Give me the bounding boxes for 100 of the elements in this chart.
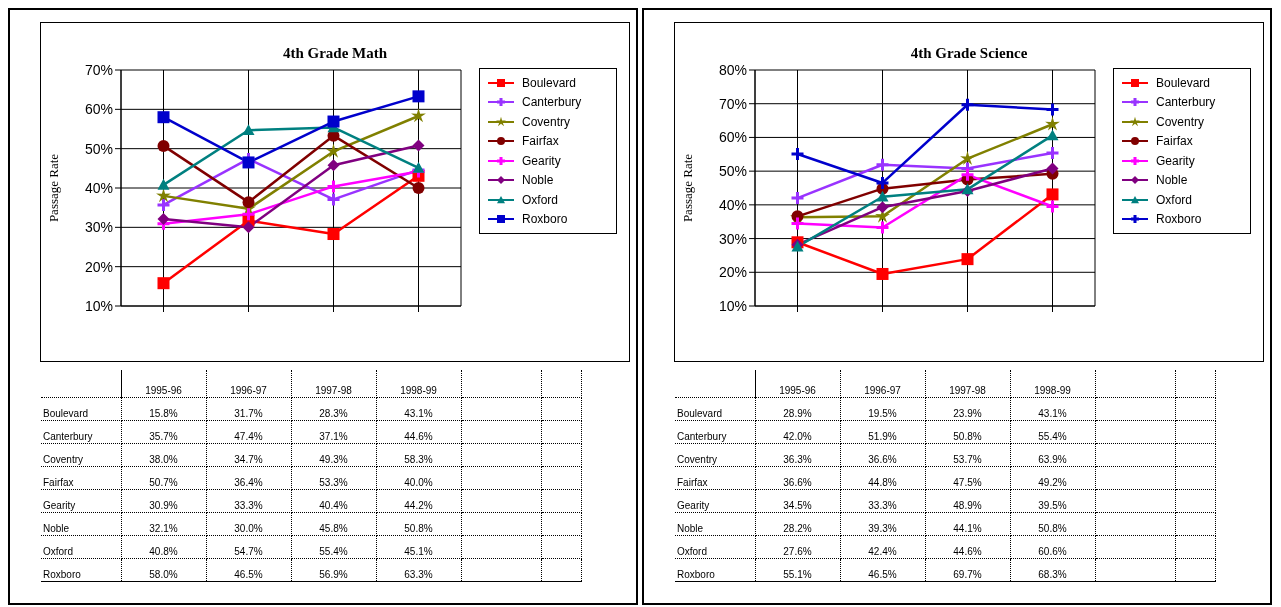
data-label: 19.5% xyxy=(840,397,925,421)
category-label: 1995-96 xyxy=(145,385,182,396)
data-label: 35.7% xyxy=(121,420,206,444)
data-label: 44.6% xyxy=(376,420,461,444)
data-label: 30.9% xyxy=(121,489,206,513)
text: Boulevard xyxy=(677,408,723,419)
data-label: 37.1% xyxy=(291,420,376,444)
legend-label: Boulevard xyxy=(522,75,577,90)
data-label: 42.4% xyxy=(840,535,925,559)
data-label: 31.7% xyxy=(206,397,291,421)
data-label: 50.8% xyxy=(376,512,461,536)
data-label: 44.6% xyxy=(925,535,1010,559)
legend-label: Roxboro xyxy=(1156,212,1202,227)
category-label: 1996-97 xyxy=(230,385,267,396)
data-label: 68.3% xyxy=(1010,558,1095,582)
data-label: 47.5% xyxy=(925,466,1010,490)
data-label: 34.5% xyxy=(755,489,840,513)
data-label: 36.4% xyxy=(206,466,291,490)
chart-title: 4th Grade Science xyxy=(909,45,1029,62)
y-tick-label: 30% xyxy=(84,219,113,236)
data-label: 40.0% xyxy=(376,466,461,490)
data-label: 42.0% xyxy=(755,420,840,444)
data-label: 39.5% xyxy=(1010,489,1095,513)
text: Boulevard xyxy=(43,408,89,419)
data-label: 36.6% xyxy=(840,443,925,467)
data-label: 48.9% xyxy=(925,489,1010,513)
data-label: 23.9% xyxy=(925,397,1010,421)
legend-label: Canterbury xyxy=(522,95,582,110)
data-label: 40.8% xyxy=(121,535,206,559)
data-label: 27.6% xyxy=(755,535,840,559)
y-tick-label: 40% xyxy=(718,196,747,213)
data-label: 36.6% xyxy=(755,466,840,490)
category-label: 1997-98 xyxy=(949,385,986,396)
data-label: 44.2% xyxy=(376,489,461,513)
y-tick-label: 20% xyxy=(718,264,747,281)
category-label: 1996-97 xyxy=(864,385,901,396)
data-label: 30.0% xyxy=(206,512,291,536)
data-label: 58.3% xyxy=(376,443,461,467)
data-label: 38.0% xyxy=(121,443,206,467)
data-label: 51.9% xyxy=(840,420,925,444)
y-tick-label: 70% xyxy=(718,95,747,112)
chart-title: 4th Grade Math xyxy=(281,45,389,62)
legend-label: Gearity xyxy=(1156,153,1195,168)
legend-label: Canterbury xyxy=(1156,95,1216,110)
data-label: 28.9% xyxy=(755,397,840,421)
legend-label: Oxford xyxy=(522,192,559,207)
legend-label: Coventry xyxy=(1156,114,1205,129)
data-label: 53.3% xyxy=(291,466,376,490)
data-label: 55.1% xyxy=(755,558,840,582)
legend-label: Boulevard xyxy=(1156,75,1211,90)
data-label: 45.8% xyxy=(291,512,376,536)
y-tick-label: 10% xyxy=(84,297,113,314)
text: Roxboro xyxy=(677,569,715,580)
y-tick-label: 10% xyxy=(718,297,747,314)
text: Canterbury xyxy=(43,431,93,442)
data-label: 60.6% xyxy=(1010,535,1095,559)
data-label: 63.9% xyxy=(1010,443,1095,467)
data-label: 50.8% xyxy=(925,420,1010,444)
text: Noble xyxy=(677,523,704,534)
data-label: 49.2% xyxy=(1010,466,1095,490)
text: Canterbury xyxy=(677,431,727,442)
legend-label: Noble xyxy=(522,173,554,188)
y-tick-label: 40% xyxy=(84,179,113,196)
data-label: 43.1% xyxy=(376,397,461,421)
legend-label: Gearity xyxy=(522,153,561,168)
data-label: 55.4% xyxy=(291,535,376,559)
text: Gearity xyxy=(677,500,710,511)
category-label: 1997-98 xyxy=(315,385,352,396)
data-label: 44.1% xyxy=(925,512,1010,536)
data-label: 32.1% xyxy=(121,512,206,536)
data-label: 44.8% xyxy=(840,466,925,490)
y-tick-label: 60% xyxy=(718,129,747,146)
text: Noble xyxy=(43,523,70,534)
data-label: 45.1% xyxy=(376,535,461,559)
data-label: 28.3% xyxy=(291,397,376,421)
data-label: 43.1% xyxy=(1010,397,1095,421)
data-label: 56.9% xyxy=(291,558,376,582)
data-label: 54.7% xyxy=(206,535,291,559)
data-label: 15.8% xyxy=(121,397,206,421)
y-axis-title: Passage Rate xyxy=(45,153,61,223)
data-label: 33.3% xyxy=(840,489,925,513)
legend-label: Fairfax xyxy=(522,134,559,149)
data-label: 28.2% xyxy=(755,512,840,536)
legend-label: Fairfax xyxy=(1156,134,1193,149)
data-label: 39.3% xyxy=(840,512,925,536)
category-label: 1998-99 xyxy=(1034,385,1071,396)
text: Fairfax xyxy=(677,477,708,488)
data-label: 33.3% xyxy=(206,489,291,513)
text: Coventry xyxy=(43,454,84,465)
y-tick-label: 80% xyxy=(718,61,747,78)
y-tick-label: 50% xyxy=(84,140,113,157)
data-label: 46.5% xyxy=(206,558,291,582)
data-label: 36.3% xyxy=(755,443,840,467)
y-tick-label: 70% xyxy=(84,61,113,78)
category-label: 1995-96 xyxy=(779,385,816,396)
text: Oxford xyxy=(43,546,74,557)
text: Roxboro xyxy=(43,569,81,580)
text: Gearity xyxy=(43,500,76,511)
legend-label: Oxford xyxy=(1156,192,1193,207)
category-label: 1998-99 xyxy=(400,385,437,396)
